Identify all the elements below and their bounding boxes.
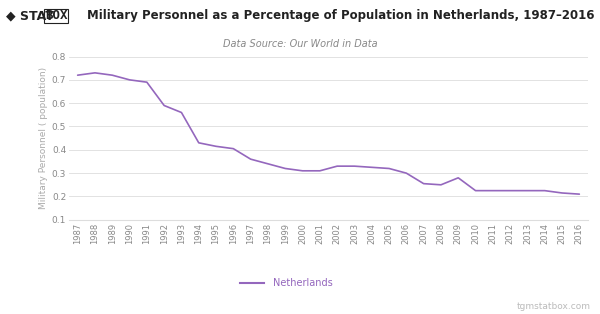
Y-axis label: Military Personnel ( population): Military Personnel ( population) <box>38 67 47 209</box>
Text: Data Source: Our World in Data: Data Source: Our World in Data <box>223 39 377 49</box>
Text: Military Personnel as a Percentage of Population in Netherlands, 1987–2016: Military Personnel as a Percentage of Po… <box>87 9 595 22</box>
Text: Netherlands: Netherlands <box>273 278 333 288</box>
Text: ◆ STAT: ◆ STAT <box>6 9 54 22</box>
Text: BOX: BOX <box>45 9 67 22</box>
Text: tgmstatbox.com: tgmstatbox.com <box>517 302 591 311</box>
